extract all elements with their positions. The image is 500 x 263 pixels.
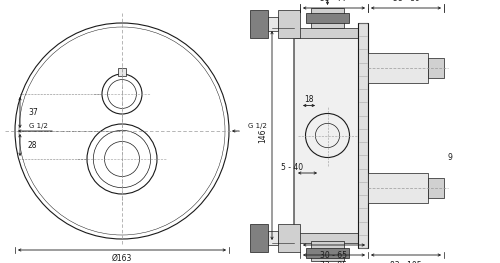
Bar (278, 224, 300, 252)
Bar (295, 233, 360, 243)
Text: 58 - 80: 58 - 80 (392, 0, 419, 3)
Bar (428, 178, 444, 198)
Bar (250, 10, 268, 38)
Text: 9: 9 (447, 154, 452, 163)
Bar (306, 248, 349, 258)
Text: 55 - 77: 55 - 77 (320, 0, 347, 3)
Text: 5 - 40: 5 - 40 (281, 163, 303, 171)
Bar (311, 241, 344, 261)
Text: 30 - 65: 30 - 65 (320, 251, 347, 260)
Bar (278, 10, 300, 38)
Bar (428, 58, 444, 78)
Bar (268, 17, 278, 31)
Bar (295, 28, 360, 38)
Text: G 1/2: G 1/2 (28, 123, 48, 129)
Bar (368, 53, 428, 83)
Bar (250, 224, 268, 252)
Text: 83 - 105: 83 - 105 (390, 261, 422, 263)
Text: Ø163: Ø163 (112, 254, 132, 262)
Text: 146: 146 (258, 128, 267, 143)
Text: 73 - 95: 73 - 95 (320, 261, 347, 263)
Text: 37: 37 (28, 108, 38, 117)
Text: 18: 18 (304, 95, 314, 104)
Bar (118, 68, 126, 76)
Bar (368, 173, 428, 203)
Bar (311, 8, 344, 28)
Bar (306, 13, 349, 23)
Text: 28: 28 (28, 140, 38, 149)
Bar (268, 231, 278, 245)
Text: G 1/2: G 1/2 (248, 123, 267, 129)
FancyBboxPatch shape (294, 32, 361, 239)
Bar (358, 23, 368, 248)
